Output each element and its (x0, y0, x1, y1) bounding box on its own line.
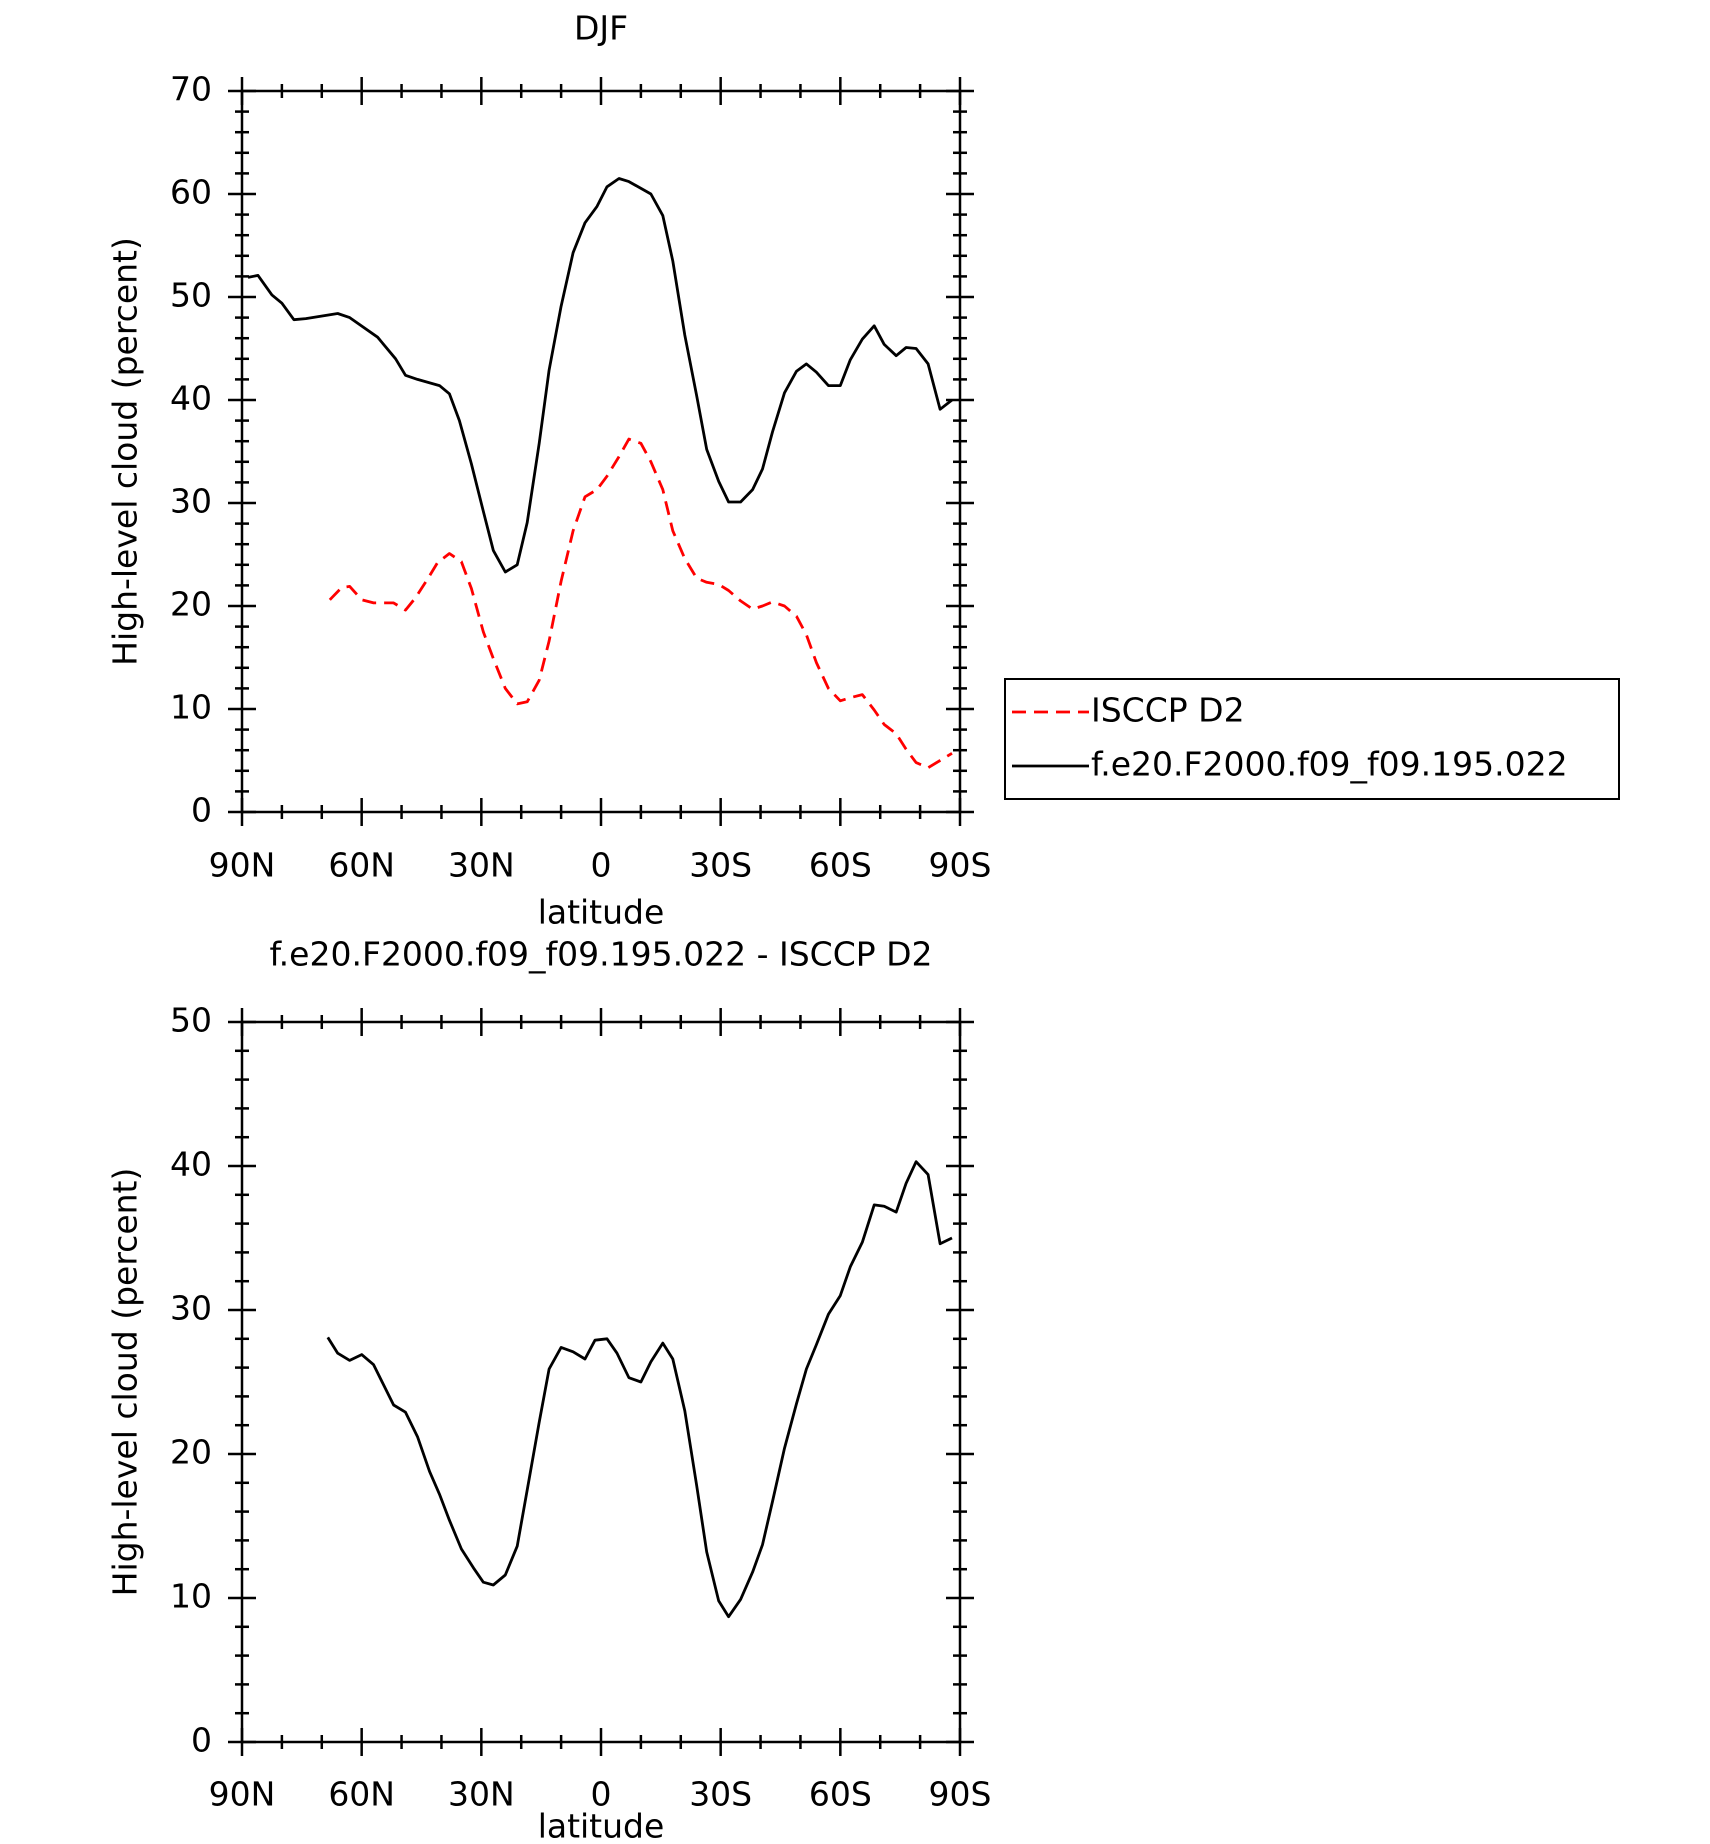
y-tick-label: 50 (170, 1001, 212, 1040)
x-tick-label: 90S (929, 846, 992, 885)
x-tick-label: 0 (591, 1775, 612, 1814)
data-line (326, 1160, 953, 1619)
y-tick-label: 20 (170, 585, 212, 624)
y-tick-label: 70 (170, 70, 212, 109)
x-tick-label: 90N (209, 846, 276, 885)
chart-title: f.e20.F2000.f09_f09.195.022 - ISCCP D2 (269, 935, 932, 974)
x-tick-label: 0 (591, 846, 612, 885)
x-tick-label: 60S (809, 846, 872, 885)
y-axis-label: High-level cloud (percent) (106, 1168, 145, 1597)
legend-box (1004, 678, 1620, 800)
y-tick-label: 60 (170, 173, 212, 212)
x-tick-label: 30S (689, 1775, 752, 1814)
x-tick-label: 90S (929, 1775, 992, 1814)
x-tick-label: 90N (209, 1775, 276, 1814)
data-line (247, 177, 953, 574)
y-tick-label: 40 (170, 1145, 212, 1184)
x-axis-label: latitude (538, 1807, 665, 1844)
x-tick-label: 30N (448, 1775, 515, 1814)
x-axis-label: latitude (538, 893, 665, 932)
y-tick-label: 0 (191, 791, 212, 830)
y-tick-label: 30 (170, 482, 212, 521)
y-tick-label: 10 (170, 1577, 212, 1616)
x-tick-label: 60N (328, 1775, 395, 1814)
x-tick-label: 30S (689, 846, 752, 885)
y-tick-label: 0 (191, 1721, 212, 1760)
y-tick-label: 30 (170, 1289, 212, 1328)
y-tick-label: 20 (170, 1433, 212, 1472)
x-tick-label: 30N (448, 846, 515, 885)
y-tick-label: 40 (170, 379, 212, 418)
x-tick-label: 60S (809, 1775, 872, 1814)
legend-label: f.e20.F2000.f09_f09.195.022 (1091, 745, 1568, 784)
data-line (328, 437, 953, 770)
legend-label: ISCCP D2 (1091, 691, 1245, 730)
chart-title: DJF (574, 9, 628, 48)
x-tick-label: 60N (328, 846, 395, 885)
y-tick-label: 10 (170, 688, 212, 727)
plot-frame (240, 1020, 962, 1744)
y-tick-label: 50 (170, 276, 212, 315)
y-axis-label: High-level cloud (percent) (106, 237, 145, 666)
